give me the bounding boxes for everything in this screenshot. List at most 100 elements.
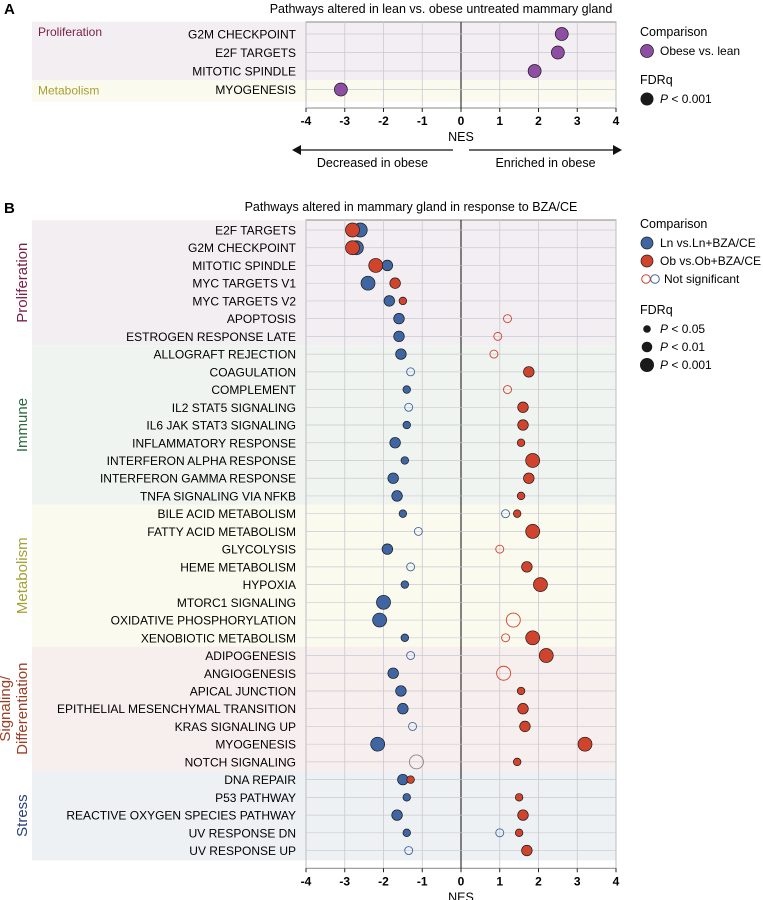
legend-marker-obese-vs-lean [640, 44, 654, 58]
point-ob-vs-ob-bza-ce-interferon-gamma-response [523, 472, 535, 484]
point-ob-vs-ob-bza-ce-complement [503, 385, 512, 395]
pathway-label: G2M CHECKPOINT [188, 28, 297, 42]
point-ln-vs-ln-bza-ce-il2-stat5-signaling [404, 402, 414, 412]
x-tick-label: -4 [301, 114, 312, 128]
pathway-label: IL2 STAT5 SIGNALING [172, 401, 296, 415]
pathway-label: MTORC1 SIGNALING [177, 596, 296, 610]
point-ln-vs-ln-bza-ce-p53-pathway [402, 793, 411, 802]
pathway-label: P53 PATHWAY [215, 791, 296, 805]
point-ln-vs-ln-bza-ce-uv-response-up [404, 846, 414, 855]
point-ln-vs-ln-bza-ce-xenobiotic-metabolism [400, 633, 409, 642]
point-ln-vs-ln-bza-ce-complement [402, 385, 411, 394]
point-ob-vs-ob-bza-ce-inflammatory-response [516, 438, 526, 447]
point-ln-vs-ln-bza-ce-hypoxia [400, 580, 409, 589]
point-ln-vs-ln-bza-ce-interferon-alpha-response [400, 456, 409, 465]
x-tick-label: -3 [339, 114, 350, 128]
pathway-label: MYOGENESIS [215, 738, 296, 752]
x-tick-label: -2 [378, 114, 389, 128]
pathway-label: BILE ACID METABOLISM [158, 507, 296, 521]
legend-fdr-marker [640, 92, 654, 106]
pathway-label: INTERFERON ALPHA RESPONSE [107, 454, 296, 468]
point-ob-vs-ob-bza-ce-myc-targets-v2 [398, 296, 408, 306]
group-label-metabolism: Metabolism [38, 83, 99, 97]
point-ln-vs-ln-bza-ce-apoptosis [393, 313, 405, 325]
point-ln-vs-ln-bza-ce-oxidative-phosphorylation [372, 612, 387, 628]
pathway-label: INTERFERON GAMMA RESPONSE [100, 472, 296, 486]
point-ln-vs-ln-bza-ce-bile-acid-metabolism [398, 509, 408, 518]
point-ob-vs-ob-bza-ce-fatty-acid-metabolism [525, 524, 541, 539]
point-ln-vs-ln-bza-ce-notch-signaling [408, 754, 424, 770]
point-ln-vs-ln-bza-ce-estrogen-response-late [393, 330, 405, 343]
x-tick-label: 0 [458, 114, 465, 128]
point-ln-vs-ln-bza-ce-myc-targets-v1 [360, 275, 376, 291]
point-ob-vs-ob-bza-ce-notch-signaling [513, 757, 522, 767]
pathway-label: DNA REPAIR [224, 773, 296, 787]
legend-label: Ob vs.Ob+BZA/CE [660, 254, 761, 268]
pathway-label: E2F TARGETS [215, 46, 296, 60]
x-tick-label: 4 [613, 114, 620, 128]
point-ob-vs-ob-bza-ce-epithelial-mesenchymal-transition [517, 703, 529, 715]
point-ln-vs-ln-bza-ce-kras-signaling-up [408, 721, 418, 731]
point-ln-vs-ln-bza-ce-mitotic-spindle [381, 259, 394, 272]
point-ln-vs-ln-bza-ce-myogenesis [370, 736, 386, 752]
legend-fdr-p: P [660, 322, 668, 336]
panel-letter: A [4, 1, 15, 18]
group-label-signaling-differentiation: Signaling/Differentiation [0, 663, 31, 755]
legend-fdr-value: < 0.001 [668, 358, 712, 372]
pathway-label: MYOGENESIS [215, 83, 296, 97]
pathway-label: APICAL JUNCTION [190, 684, 296, 698]
pathway-label: GLYCOLYSIS [222, 543, 296, 557]
x-tick-label: -1 [417, 874, 428, 888]
point-ob-vs-ob-bza-ce-e2f-targets [345, 222, 360, 238]
point-ob-vs-ob-bza-ce-myc-targets-v1 [389, 277, 401, 289]
panel-a: A Pathways altered in lean vs. obese untr… [4, 1, 740, 170]
pathway-label: E2F TARGETS [215, 224, 296, 238]
point-ln-vs-ln-bza-ce-heme-metabolism [406, 562, 416, 572]
point-ob-vs-ob-bza-ce-angiogenesis [496, 665, 512, 681]
group-label-line: Proliferation [14, 243, 31, 323]
legend-marker-ob-vs-ob-bza-ce [640, 254, 654, 268]
pathway-label: ALLOGRAFT REJECTION [154, 348, 296, 362]
legend-fdr-label: P < 0.001 [660, 92, 712, 106]
point-ob-vs-ob-bza-ce-il2-stat5-signaling [517, 401, 529, 413]
pathway-label: HYPOXIA [243, 578, 296, 592]
panel-letter: B [4, 200, 15, 217]
point-ob-vs-ob-bza-ce-estrogen-response-late [493, 331, 503, 341]
point-ln-vs-ln-bza-ce-adipogenesis [406, 651, 416, 660]
group-label-line: Immune [14, 398, 31, 452]
point-ob-vs-ob-bza-ce-adipogenesis [538, 648, 554, 663]
point-ob-vs-ob-bza-ce-uv-response-dn [514, 828, 524, 837]
pathway-label: ESTROGEN RESPONSE LATE [126, 330, 296, 344]
point-ob-vs-ob-bza-ce-g2m-checkpoint [345, 240, 360, 256]
point-not-significant [501, 509, 511, 519]
group-band-proliferation [32, 21, 616, 81]
point-ob-vs-ob-bza-ce-interferon-alpha-response [525, 453, 541, 468]
pathway-label: ANGIOGENESIS [204, 667, 296, 681]
legend-fdr-value: < 0.05 [668, 322, 705, 336]
point-ln-vs-ln-bza-ce-fatty-acid-metabolism [413, 526, 423, 536]
point-ob-vs-ob-bza-ce-kras-signaling-up [519, 720, 531, 733]
pathway-label: MITOTIC SPINDLE [192, 65, 296, 79]
legend-fdr-p: P [660, 340, 668, 354]
pathway-label: IL6 JAK STAT3 SIGNALING [146, 419, 296, 433]
x-tick-label: -3 [339, 874, 350, 888]
group-label-line: Metabolism [14, 537, 31, 614]
pathway-label: NOTCH SIGNALING [185, 755, 296, 769]
pathway-label: TNFA SIGNALING VIA NFKB [140, 489, 296, 503]
chart-title: Pathways altered in mammary gland in res… [245, 200, 578, 214]
point-ob-vs-ob-bza-ce-dna-repair [406, 775, 415, 784]
point-ob-vs-ob-bza-ce-hypoxia [533, 577, 548, 592]
group-label-line: Stress [14, 794, 31, 837]
point-ob-vs-ob-bza-ce-heme-metabolism [521, 561, 533, 573]
x-axis-label: NES [448, 130, 474, 144]
pathway-label: FATTY ACID METABOLISM [147, 525, 296, 539]
x-tick-label: -1 [417, 114, 428, 128]
group-band-metabolism [32, 504, 616, 647]
legend-label: Obese vs. lean [660, 44, 740, 58]
pathway-label: G2M CHECKPOINT [188, 241, 297, 255]
x-tick-label: -4 [301, 874, 312, 888]
point-ln-vs-ln-bza-ce-angiogenesis [387, 667, 399, 679]
point-ln-vs-ln-bza-ce-il6-jak-stat3-signaling [402, 420, 411, 430]
point-ln-vs-ln-bza-ce-reactive-oxygen-species-pathway [391, 809, 403, 821]
